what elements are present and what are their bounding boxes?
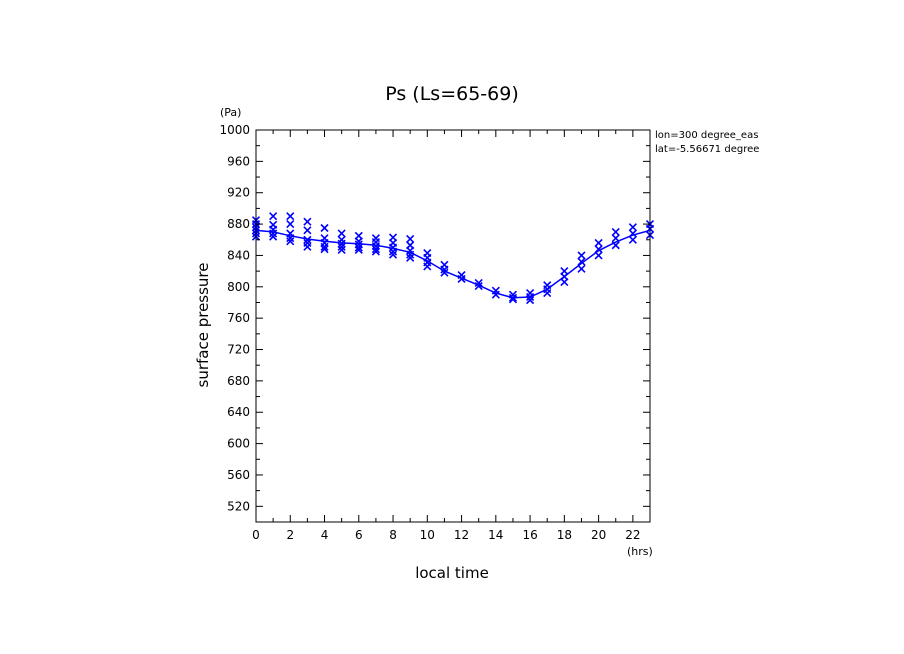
data-point-marker — [440, 265, 449, 274]
data-point-marker — [388, 247, 398, 256]
x-tick-label: 18 — [557, 528, 572, 542]
y-tick-label: 1000 — [219, 123, 250, 137]
data-point-marker — [286, 234, 295, 243]
data-point-marker — [269, 229, 278, 238]
series-line — [255, 229, 651, 299]
x-tick-label: 14 — [488, 528, 503, 542]
annotation-lat: lat=-5.56671 degree — [655, 144, 759, 155]
data-point-marker — [371, 247, 380, 256]
data-point-marker — [286, 212, 295, 221]
x-axis-unit: (hrs) — [627, 545, 653, 558]
data-point-marker — [628, 223, 637, 232]
data-point-marker — [337, 239, 346, 248]
y-tick-label: 560 — [227, 468, 250, 482]
x-tick-label: 6 — [355, 528, 363, 542]
data-point-marker — [577, 251, 586, 260]
data-point-marker — [526, 296, 535, 305]
data-point-marker — [320, 223, 329, 233]
data-point-marker — [543, 289, 552, 298]
data-point-marker — [440, 268, 449, 277]
data-point-marker — [303, 226, 312, 235]
y-tick-label: 600 — [227, 437, 250, 451]
data-point-marker — [354, 243, 363, 252]
y-tick-label: 960 — [227, 154, 250, 168]
y-tick-label: 840 — [227, 248, 250, 262]
x-tick-label: 12 — [454, 528, 469, 542]
y-axis-label: surface pressure — [194, 263, 212, 388]
data-point-marker — [371, 245, 380, 254]
y-tick-label: 760 — [227, 311, 250, 325]
x-axis-label: local time — [415, 564, 489, 582]
data-point-marker — [320, 245, 329, 254]
plot-frame — [255, 129, 651, 523]
x-tick-label: 0 — [252, 528, 260, 542]
data-point-marker — [611, 227, 620, 236]
data-point-marker — [526, 292, 535, 302]
data-point-marker — [337, 242, 346, 251]
data-point-marker — [320, 242, 329, 251]
y-axis-unit: (Pa) — [220, 106, 241, 119]
data-point-marker — [474, 278, 483, 287]
data-point-marker — [354, 245, 363, 255]
data-point-marker — [286, 220, 295, 229]
data-point-marker — [594, 251, 603, 260]
data-point-marker — [269, 212, 278, 221]
data-point-marker — [337, 229, 346, 238]
y-tick-label: 520 — [227, 499, 250, 513]
y-tick-label: 880 — [227, 217, 250, 231]
data-point-marker — [406, 253, 415, 262]
x-tick-label: 8 — [389, 528, 397, 542]
x-tick-label: 22 — [625, 528, 640, 542]
y-tick-label: 680 — [227, 374, 250, 388]
data-point-marker — [337, 245, 346, 255]
data-point-marker — [303, 217, 312, 226]
y-tick-label: 720 — [227, 343, 250, 357]
data-point-marker — [388, 250, 398, 259]
x-tick-label: 16 — [522, 528, 537, 542]
y-tick-label: 640 — [227, 405, 250, 419]
data-point-marker — [354, 237, 363, 246]
x-tick-label: 2 — [286, 528, 294, 542]
data-point-marker — [491, 290, 500, 299]
x-tick-label: 10 — [420, 528, 435, 542]
data-point-marker — [577, 264, 586, 273]
data-point-marker — [508, 295, 518, 304]
data-point-marker — [594, 238, 603, 247]
plot-series — [251, 212, 655, 305]
data-point-marker — [577, 257, 586, 266]
data-point-marker — [594, 245, 603, 254]
data-point-marker — [628, 235, 637, 244]
data-point-marker — [628, 229, 637, 238]
x-tick-label: 20 — [591, 528, 606, 542]
data-point-marker — [423, 262, 432, 271]
data-point-marker — [406, 234, 415, 244]
data-point-marker — [508, 293, 518, 302]
data-point-marker — [269, 232, 278, 241]
data-point-marker — [303, 235, 312, 244]
y-tick-label: 920 — [227, 186, 250, 200]
y-tick-label: 800 — [227, 280, 250, 294]
data-point-marker — [611, 234, 620, 243]
data-point-marker — [457, 274, 466, 284]
data-point-marker — [474, 281, 483, 291]
annotation-lon: lon=300 degree_eas — [655, 130, 758, 141]
data-point-marker — [406, 250, 415, 259]
x-tick-label: 4 — [321, 528, 329, 542]
chart-title: Ps (Ls=65-69) — [385, 83, 519, 105]
data-point-marker — [611, 241, 620, 250]
data-point-marker — [560, 278, 569, 287]
data-point-marker — [286, 237, 295, 246]
axis-ticks: 0 2 4 6 8 10 12 14 16 18 20 22 520 560 600 640 680 720 760… — [219, 123, 651, 542]
data-point-marker — [303, 242, 312, 251]
